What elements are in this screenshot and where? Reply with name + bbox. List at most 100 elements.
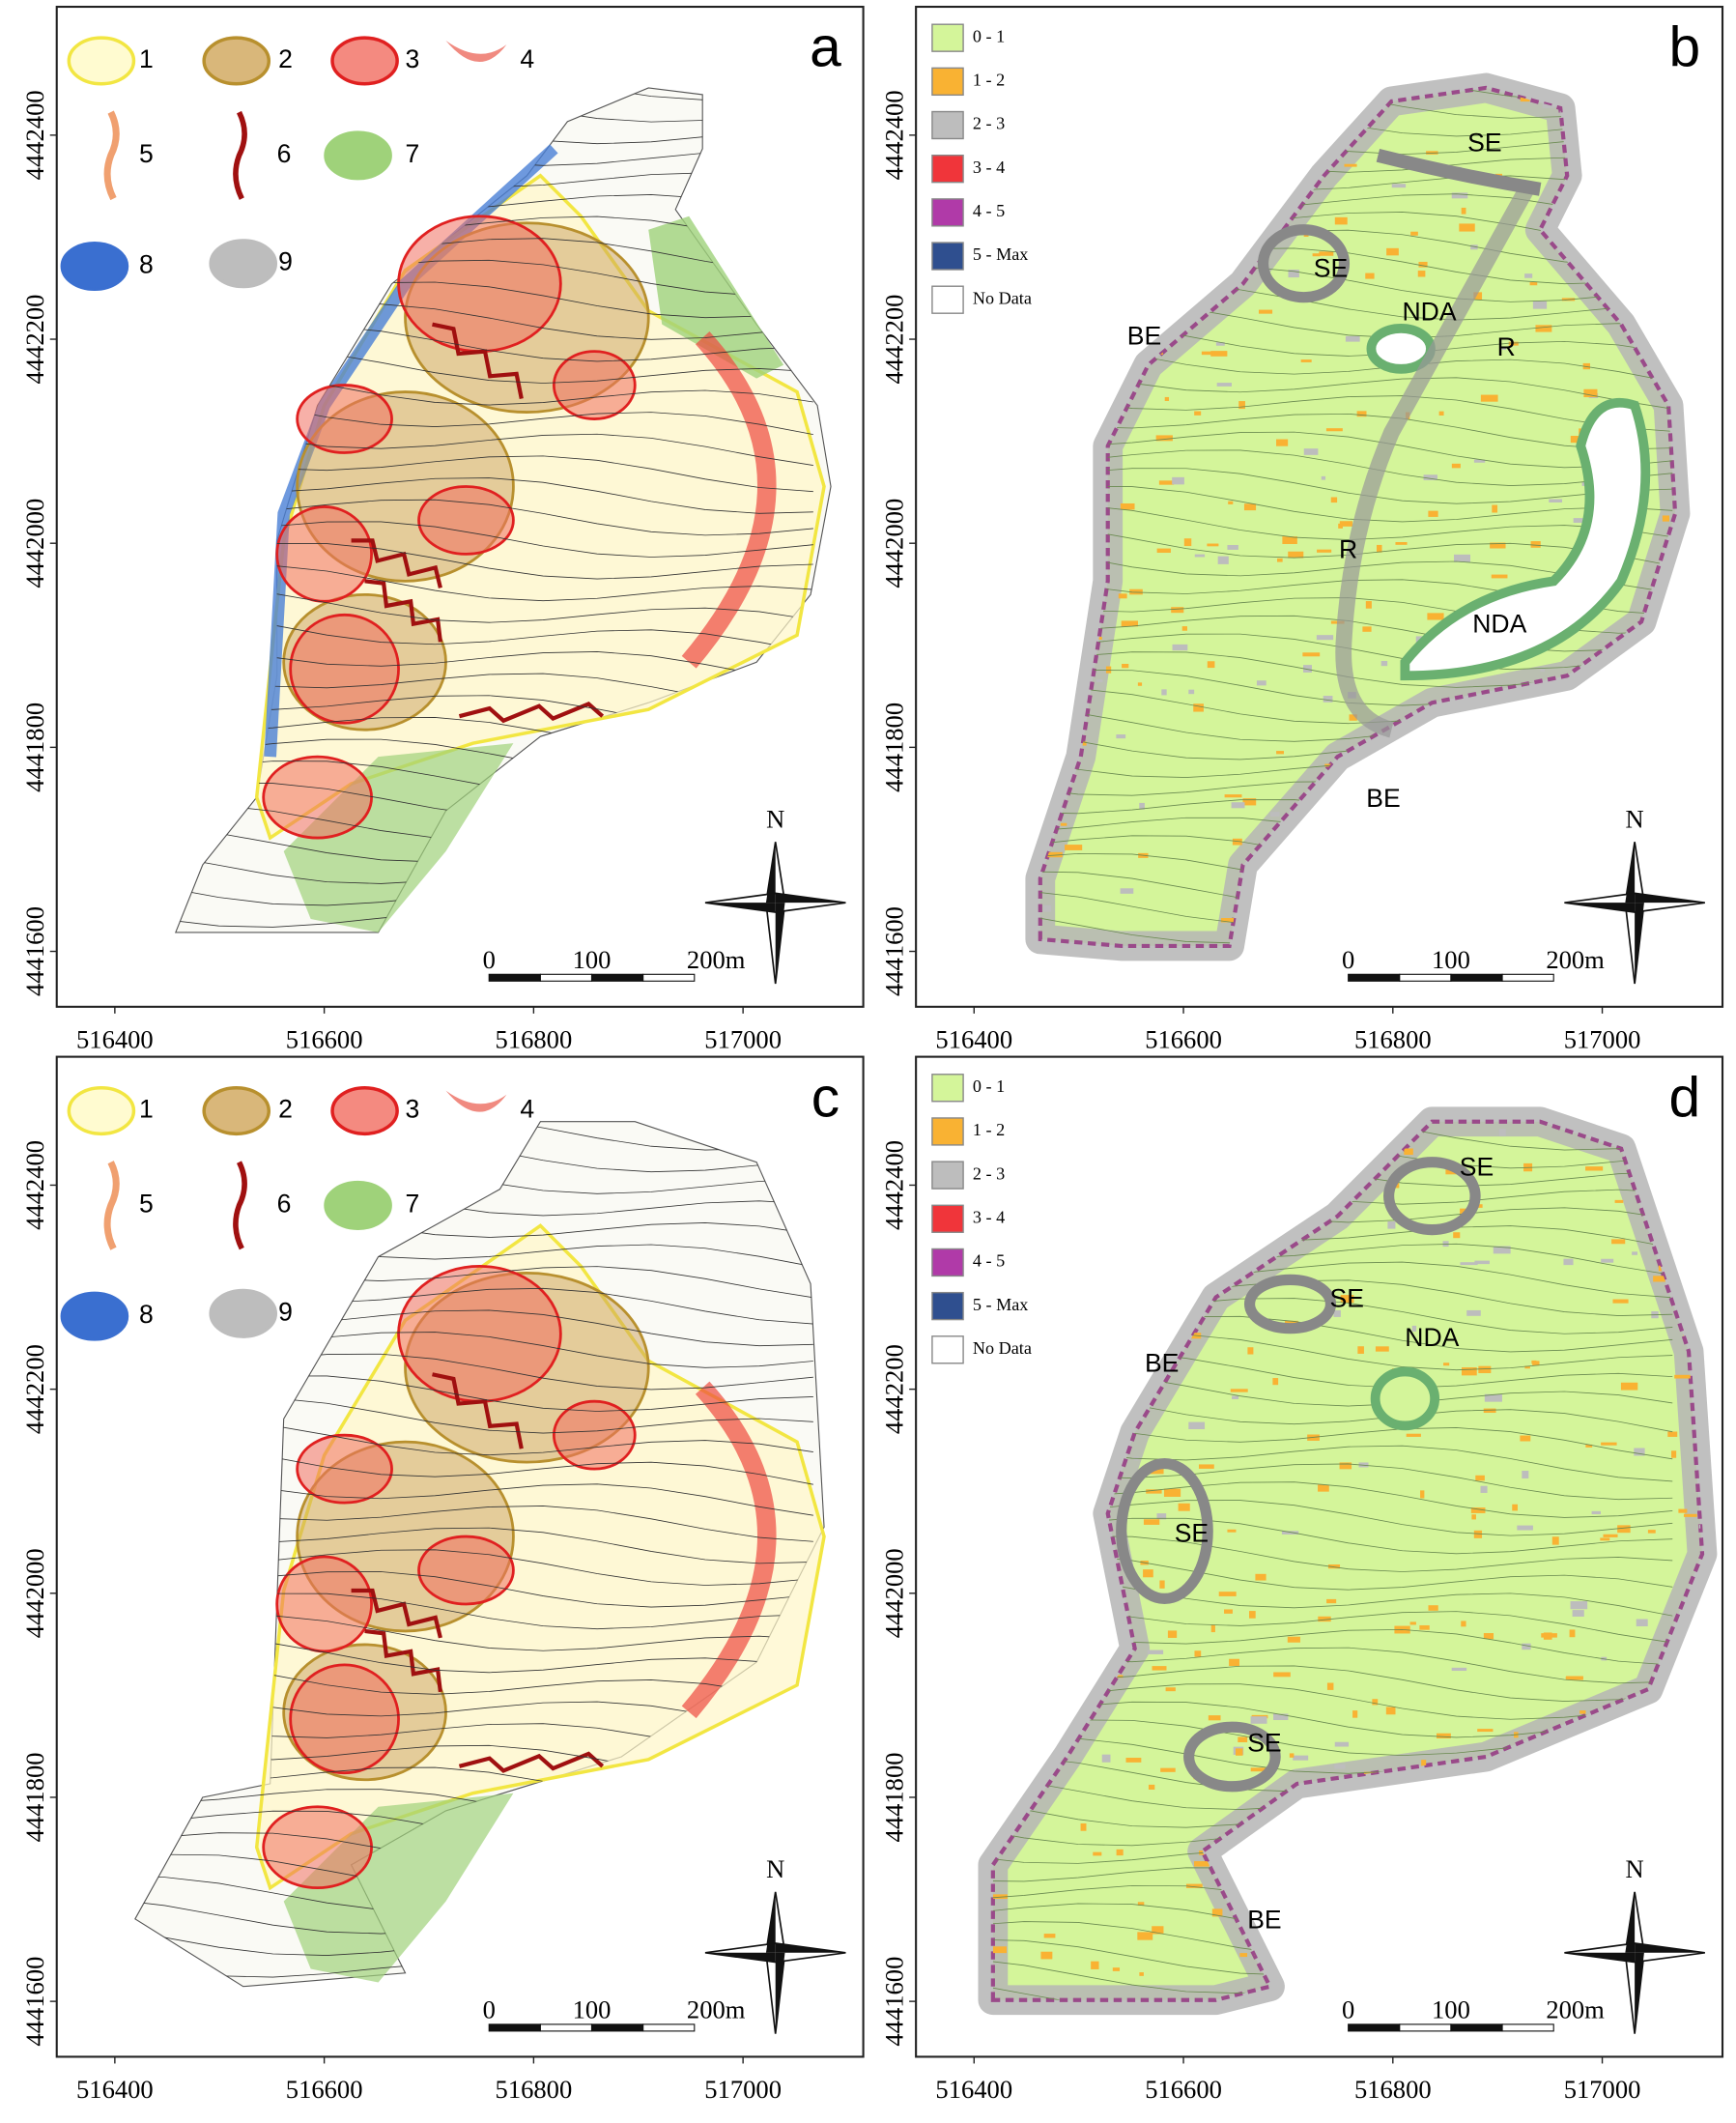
legend-label: No Data: [973, 288, 1032, 307]
legend-label: 8: [139, 1300, 154, 1329]
class-patch: [1339, 1462, 1352, 1470]
contour-line: [1039, 284, 1673, 321]
scale-bar-segment: [1399, 973, 1452, 982]
y-tick-label: 4442000: [880, 499, 909, 588]
class-patch: [1116, 1849, 1124, 1856]
map-label: SE: [1175, 1519, 1209, 1548]
class-patch: [1120, 502, 1135, 510]
class-patch: [1172, 644, 1188, 651]
panel-letter: d: [1669, 1066, 1701, 1129]
class-patch: [1258, 309, 1273, 314]
legend-label: 5 - Max: [973, 1295, 1028, 1314]
legend-swatch: [931, 198, 964, 227]
map-label: SE: [1467, 129, 1501, 158]
class-patch: [1480, 1485, 1488, 1493]
legend-label: 3 - 4: [973, 1207, 1005, 1226]
x-tick-label: 516400: [935, 2075, 1012, 2104]
class-patch: [1116, 734, 1126, 739]
contour-line: [175, 464, 813, 514]
class-patch: [1218, 1592, 1237, 1596]
class-patch: [1293, 1755, 1309, 1761]
class-patch: [1277, 558, 1283, 562]
legend-swatch: [931, 155, 964, 184]
class-patch: [1216, 383, 1232, 387]
class-patch: [1198, 1464, 1214, 1469]
class-patch: [1636, 1619, 1648, 1627]
class-patch: [992, 1946, 1007, 1954]
class-patch: [1478, 1365, 1492, 1374]
class-patch: [1139, 802, 1145, 810]
class-patch: [1208, 1715, 1221, 1721]
scarp-edge: [1376, 149, 1542, 196]
class-patch: [1683, 1513, 1697, 1517]
y-tick-label: 4441600: [880, 1957, 909, 2047]
class-patch: [1653, 1276, 1669, 1282]
class-patch: [1391, 184, 1407, 188]
scarp-ring: [1183, 1721, 1281, 1793]
class-patch: [1620, 1382, 1638, 1391]
class-patch: [1551, 1536, 1559, 1545]
legend-label: 2 - 3: [973, 1163, 1005, 1183]
y-tick-label: 4442000: [880, 1548, 909, 1638]
active-slide: [262, 1805, 373, 1890]
scale-bar-label: 200m: [687, 945, 746, 974]
north-label: N: [1626, 804, 1644, 833]
legend-label: 3: [406, 1095, 420, 1124]
crack: [458, 1751, 605, 1773]
contour-line: [1039, 428, 1673, 469]
class-patch: [1249, 1611, 1256, 1619]
map-panel: 1 2 3 4 5 6 7 8 9 c 0 100 200m N 516400 516600 516800 517…: [20, 1055, 865, 2104]
class-patch: [1565, 1677, 1579, 1679]
scale-bar-segment: [1450, 2023, 1503, 2032]
scale-bar-segment: [642, 973, 696, 982]
class-patch: [1207, 543, 1219, 547]
class-patch: [1181, 626, 1187, 631]
scale-bar-label: 100: [573, 1994, 612, 2023]
scarp: [681, 1381, 777, 1719]
map-label: SE: [1247, 1728, 1281, 1757]
class-patch: [1662, 515, 1669, 522]
scale-bar-label: 200m: [1546, 1994, 1605, 2023]
x-tick-label: 516800: [1354, 1024, 1432, 1053]
contour-line: [175, 347, 813, 384]
class-patch: [1312, 253, 1321, 257]
class-patch: [1395, 542, 1408, 545]
class-patch: [1194, 411, 1202, 416]
class-patch: [1345, 335, 1360, 342]
class-patch: [1152, 1926, 1164, 1935]
class-patch: [1272, 1378, 1279, 1386]
class-patch: [1466, 1309, 1481, 1316]
class-patch: [1453, 1232, 1461, 1239]
contour-line: [175, 325, 813, 362]
scale-bar-segment: [1348, 2023, 1401, 2032]
legend: 1 2 3 4 5 6 7 8 9: [60, 36, 534, 292]
north-label: N: [766, 804, 784, 833]
active-slide: [397, 1264, 562, 1403]
class-patch: [1250, 1767, 1266, 1772]
legend-swatch: [931, 1204, 964, 1233]
legend-swatch: [931, 67, 964, 97]
class-patch: [1483, 1633, 1494, 1640]
class-patch: [1317, 549, 1332, 553]
legend-label: 9: [278, 1297, 293, 1326]
legend: 0 - 1 1 - 2 2 - 3 3 - 4 4 - 5 5 - Max No Data: [931, 23, 1032, 314]
class-patch: [1152, 1666, 1167, 1671]
contour-line: [1039, 468, 1673, 504]
y-tick-label: 4442400: [880, 90, 909, 180]
class-patch: [1461, 1621, 1466, 1627]
legend-label: 2 - 3: [973, 114, 1005, 133]
class-patch: [1387, 1220, 1396, 1229]
legend-swatch: [67, 1086, 136, 1136]
class-patch: [1522, 1471, 1529, 1478]
scale-bar-label: 200m: [1546, 945, 1605, 974]
scale-bar-label: 0: [1342, 1994, 1354, 2023]
class-patch: [1316, 635, 1334, 641]
class-patch: [1319, 251, 1334, 256]
class-patch: [1155, 435, 1173, 442]
x-tick-label: 517000: [704, 1024, 782, 1053]
class-patch: [1096, 679, 1103, 683]
class-patch: [1302, 652, 1321, 657]
class-patch: [1491, 574, 1508, 579]
class-patch: [1120, 888, 1134, 894]
class-patch: [1634, 1448, 1645, 1456]
